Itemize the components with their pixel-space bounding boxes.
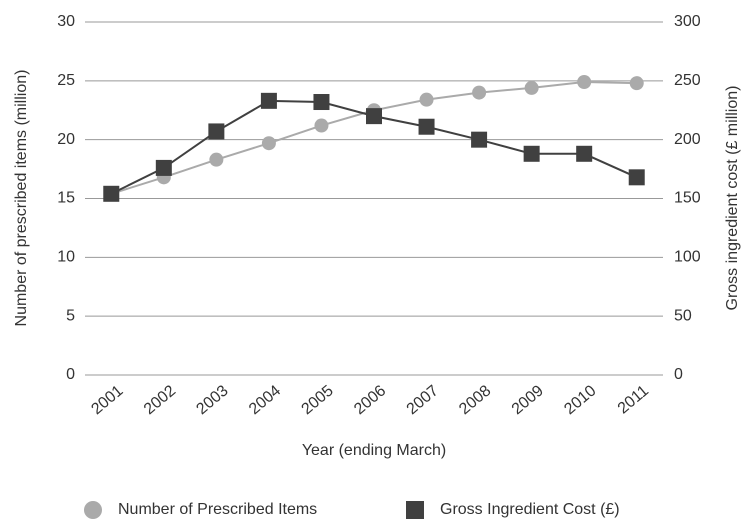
marker <box>418 118 435 135</box>
series-line <box>110 81 637 195</box>
x-tick-label: 2009 <box>509 382 547 418</box>
marker <box>472 85 487 100</box>
y2-tick-label: 0 <box>674 366 683 383</box>
y-tick-label: 0 <box>66 366 75 383</box>
y2-tick-label: 200 <box>674 131 701 148</box>
y2-tick-label: 100 <box>674 249 701 266</box>
marker <box>366 108 382 125</box>
y-tick-label: 20 <box>57 131 75 148</box>
marker <box>155 159 172 176</box>
marker <box>628 169 645 186</box>
x-tick-label: 2010 <box>561 382 599 418</box>
marker <box>261 136 276 151</box>
marker <box>208 123 225 140</box>
marker <box>103 185 120 202</box>
marker <box>577 75 592 90</box>
y2-tick-label: 150 <box>674 190 701 207</box>
marker <box>523 145 540 162</box>
y2-tick-label: 300 <box>674 13 701 30</box>
marker <box>629 76 644 91</box>
marker <box>260 92 277 109</box>
y2-tick-label: 250 <box>674 72 701 89</box>
x-tick-label: 2005 <box>299 382 337 418</box>
x-tick-label: 2006 <box>351 382 389 418</box>
marker <box>209 152 224 167</box>
y-tick-label: 25 <box>57 72 75 89</box>
x-tick-label: 2007 <box>404 382 442 418</box>
marker <box>313 94 330 111</box>
x-tick-label: 2002 <box>141 382 179 418</box>
y-tick-label: 10 <box>57 249 75 266</box>
y-tick-label: 30 <box>57 13 75 30</box>
legend-label: Gross Ingredient Cost (£) <box>440 501 620 518</box>
y2-tick-label: 50 <box>674 307 692 324</box>
marker <box>471 131 488 148</box>
marker <box>576 145 593 162</box>
marker <box>419 92 434 107</box>
legend-label: Number of Prescribed Items <box>118 501 317 518</box>
y2-axis-title: Gross ingredient cost (£ million) <box>724 86 741 311</box>
x-axis-title: Year (ending March) <box>302 442 446 459</box>
marker <box>524 80 539 95</box>
y-axis-title: Number of prescribed items (million) <box>13 70 30 327</box>
legend-marker <box>406 501 424 519</box>
x-tick-label: 2011 <box>615 382 652 417</box>
y-tick-label: 5 <box>66 307 75 324</box>
x-tick-label: 2003 <box>193 382 231 418</box>
x-tick-label: 2004 <box>246 382 284 418</box>
x-tick-label: 2001 <box>88 382 126 418</box>
y-tick-label: 15 <box>57 190 75 207</box>
marker <box>314 118 329 133</box>
x-tick-label: 2008 <box>456 382 494 418</box>
legend-marker <box>84 501 102 519</box>
